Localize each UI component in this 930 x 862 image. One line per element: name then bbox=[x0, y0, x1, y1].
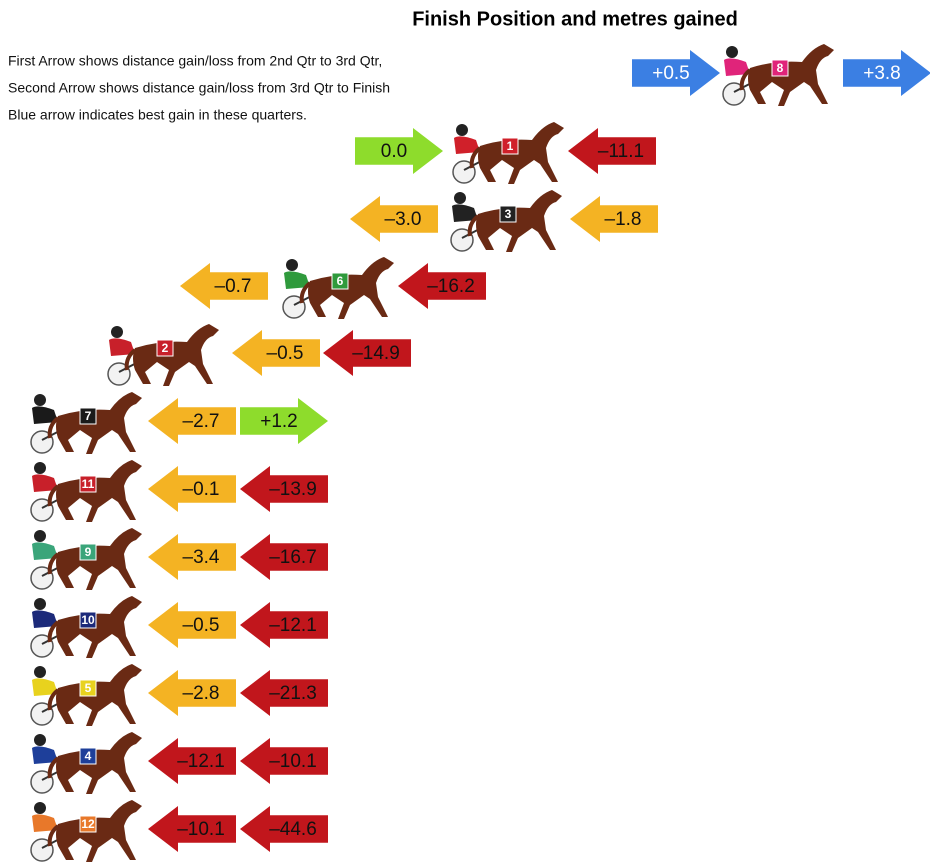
horse: 6 bbox=[283, 257, 394, 319]
driver-head bbox=[34, 462, 46, 474]
arrow-label: –0.5 bbox=[267, 343, 304, 364]
horse-number: 12 bbox=[81, 817, 95, 831]
horse: 11 bbox=[31, 460, 142, 522]
horse-body bbox=[56, 392, 142, 454]
arrow-label: –12.1 bbox=[177, 751, 225, 772]
horse: 2 bbox=[108, 324, 219, 386]
horse-number: 7 bbox=[85, 409, 92, 423]
horse-body bbox=[56, 528, 142, 590]
driver-head bbox=[286, 259, 298, 271]
arrow-label: –14.9 bbox=[352, 343, 400, 364]
horse-number: 2 bbox=[162, 341, 169, 355]
driver-head bbox=[456, 124, 468, 136]
horse-body bbox=[56, 596, 142, 658]
horse: 10 bbox=[31, 596, 142, 658]
driver-head bbox=[34, 598, 46, 610]
horse-body bbox=[478, 122, 564, 184]
horse-number: 11 bbox=[82, 477, 95, 491]
arrow-label: –16.2 bbox=[427, 276, 475, 297]
horse-body bbox=[308, 257, 394, 319]
driver-head bbox=[111, 326, 123, 338]
arrow-label: –13.9 bbox=[269, 479, 317, 500]
driver-head bbox=[34, 394, 46, 406]
horse-number: 9 bbox=[85, 545, 92, 559]
horse: 7 bbox=[31, 392, 142, 454]
horse-number: 1 bbox=[507, 139, 514, 153]
horse: 3 bbox=[451, 190, 562, 252]
horse-body bbox=[476, 190, 562, 252]
horse-body bbox=[56, 732, 142, 794]
arrow-label: –0.5 bbox=[183, 615, 220, 636]
arrow-label: +1.2 bbox=[260, 411, 298, 432]
horse-number: 10 bbox=[81, 613, 95, 627]
arrow-label: –12.1 bbox=[269, 615, 317, 636]
note: Blue arrow indicates best gain in these … bbox=[8, 107, 307, 123]
arrow-label: +3.8 bbox=[863, 63, 901, 84]
arrow-label: –44.6 bbox=[269, 819, 317, 840]
arrow-label: –10.1 bbox=[177, 819, 225, 840]
horse: 5 bbox=[31, 664, 142, 726]
horse: 8 bbox=[723, 44, 834, 106]
note: First Arrow shows distance gain/loss fro… bbox=[8, 53, 382, 69]
driver-head bbox=[34, 734, 46, 746]
arrow-label: –1.8 bbox=[605, 209, 642, 230]
driver-head bbox=[34, 666, 46, 678]
horse: 4 bbox=[31, 732, 142, 794]
arrow-label: –2.7 bbox=[183, 411, 220, 432]
horse-number: 5 bbox=[85, 681, 92, 695]
arrow-label: +0.5 bbox=[652, 63, 690, 84]
horse-body bbox=[133, 324, 219, 386]
horse-body bbox=[56, 460, 142, 522]
horse-body bbox=[748, 44, 834, 106]
driver-head bbox=[34, 530, 46, 542]
title: Finish Position and metres gained bbox=[412, 8, 738, 30]
horse: 1 bbox=[453, 122, 564, 184]
driver-head bbox=[34, 802, 46, 814]
arrow-label: –10.1 bbox=[269, 751, 317, 772]
arrow-label: 0.0 bbox=[381, 141, 407, 162]
horse: 9 bbox=[31, 528, 142, 590]
horse-number: 3 bbox=[505, 207, 512, 221]
horse-number: 8 bbox=[777, 61, 784, 75]
note: Second Arrow shows distance gain/loss fr… bbox=[8, 80, 390, 96]
infographic: Finish Position and metres gained First … bbox=[0, 0, 930, 862]
arrow-label: –3.0 bbox=[385, 209, 422, 230]
horse-body bbox=[56, 664, 142, 726]
horse-number: 4 bbox=[85, 749, 92, 763]
horse-number: 6 bbox=[337, 274, 344, 288]
arrow-label: –0.7 bbox=[215, 276, 252, 297]
arrow-label: –21.3 bbox=[269, 683, 317, 704]
horse: 12 bbox=[31, 800, 142, 862]
arrow-label: –3.4 bbox=[183, 547, 220, 568]
driver-head bbox=[726, 46, 738, 58]
arrow-label: –16.7 bbox=[269, 547, 317, 568]
driver-head bbox=[454, 192, 466, 204]
arrow-label: –0.1 bbox=[183, 479, 220, 500]
horse-body bbox=[56, 800, 142, 862]
arrow-label: –11.1 bbox=[598, 141, 644, 162]
arrow-label: –2.8 bbox=[183, 683, 220, 704]
